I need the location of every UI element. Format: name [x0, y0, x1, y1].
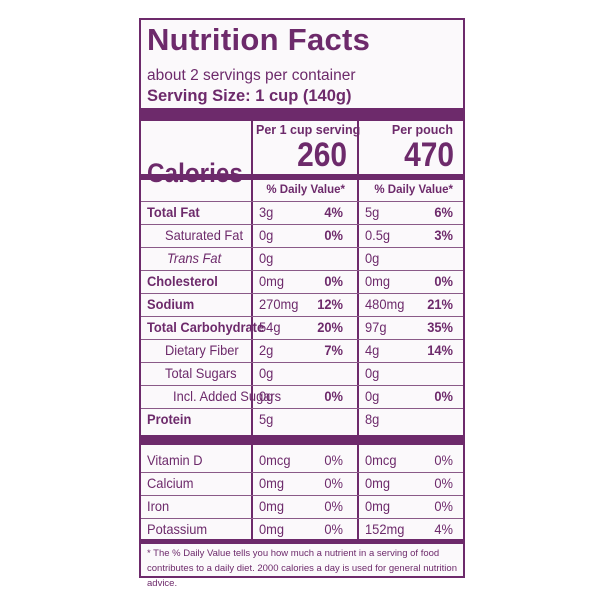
vitamin-divider [141, 435, 463, 445]
nutrient-amount-serving: 270mg [259, 296, 299, 312]
serving-size: Serving Size: 1 cup (140g) [147, 87, 352, 105]
nutrient-dv-serving: 4% [324, 204, 343, 220]
vitamin-amount-pouch: 0mcg [365, 452, 397, 468]
calories-divider [141, 174, 251, 180]
nutrient-dv-serving: 0% [324, 273, 343, 289]
row-divider [141, 270, 463, 271]
row-divider [141, 316, 463, 317]
nutrient-amount-serving: 0g [259, 388, 274, 404]
nutrient-name: Incl. Added Sugars [173, 388, 282, 404]
nutrient-amount-serving: 0g [259, 365, 274, 381]
row-divider [141, 339, 463, 340]
row-divider [141, 518, 463, 519]
calories-label: Calories [147, 158, 243, 188]
nutrient-amount-serving: 0mg [259, 273, 285, 289]
vitamin-name: Potassium [147, 521, 208, 537]
nutrient-name: Protein [147, 411, 192, 427]
nutrient-name: Cholesterol [147, 273, 218, 289]
calories-per-pouch: 470 [404, 136, 454, 174]
vitamin-dv-pouch: 0% [434, 498, 453, 514]
row-divider [141, 495, 463, 496]
nutrient-dv-serving: 12% [317, 296, 343, 312]
nutrient-name: Saturated Fat [165, 227, 244, 243]
nutrient-amount-serving: 3g [259, 204, 274, 220]
vitamin-name: Calcium [147, 475, 194, 491]
col-head-per-serving: Per 1 cup serving [256, 123, 361, 137]
nutrient-dv-pouch: 6% [434, 204, 453, 220]
thick-divider [141, 108, 463, 121]
footnote-divider [141, 539, 463, 544]
nutrient-amount-serving: 2g [259, 342, 274, 358]
nutrient-amount-pouch: 0g [365, 388, 380, 404]
vitamin-amount-serving: 0mg [259, 498, 285, 514]
nutrient-amount-pouch: 5g [365, 204, 380, 220]
nutrient-dv-pouch: 14% [427, 342, 453, 358]
nutrient-amount-serving: 0g [259, 250, 274, 266]
nutrient-dv-serving: 20% [317, 319, 343, 335]
nutrient-dv-pouch: 35% [427, 319, 453, 335]
col-head-per-pouch: Per pouch [391, 123, 453, 137]
nutrient-amount-pouch: 8g [365, 411, 380, 427]
nutrient-dv-serving: 0% [324, 388, 343, 404]
nutrient-dv-serving: 0% [324, 227, 343, 243]
row-divider [141, 408, 463, 409]
vitamin-name: Vitamin D [147, 452, 203, 468]
vitamin-amount-pouch: 152mg [365, 521, 405, 537]
nutrient-dv-pouch: 21% [427, 296, 453, 312]
daily-value-header-pouch: % Daily Value* [374, 184, 453, 196]
nutrient-amount-pouch: 0mg [365, 273, 391, 289]
vitamin-amount-serving: 0mg [259, 521, 285, 537]
nutrient-dv-serving: 7% [324, 342, 343, 358]
nutrient-amount-pouch: 97g [365, 319, 387, 335]
vitamin-dv-serving: 0% [324, 521, 343, 537]
row-divider [141, 293, 463, 294]
nutrient-dv-pouch: 0% [434, 273, 453, 289]
nutrient-amount-pouch: 0g [365, 365, 380, 381]
vitamin-dv-pouch: 4% [434, 521, 453, 537]
servings-per-container: about 2 servings per container [147, 67, 356, 84]
vitamin-amount-serving: 0mcg [259, 452, 291, 468]
nutrient-name: Total Sugars [165, 365, 237, 381]
nutrient-amount-pouch: 480mg [365, 296, 405, 312]
nutrient-amount-pouch: 0.5g [365, 227, 391, 243]
vitamin-amount-pouch: 0mg [365, 475, 391, 491]
nutrient-name: Sodium [147, 296, 195, 312]
vitamin-name: Iron [147, 498, 170, 514]
nutrient-amount-pouch: 4g [365, 342, 380, 358]
nutrient-name: Total Fat [147, 204, 200, 220]
vitamin-amount-serving: 0mg [259, 475, 285, 491]
row-divider [141, 201, 463, 202]
calories-per-serving: 260 [297, 136, 347, 174]
nutrient-amount-serving: 0g [259, 227, 274, 243]
nutrient-name: Total Carbohydrate [147, 319, 265, 335]
column-divider-1 [251, 120, 253, 539]
nutrient-amount-pouch: 0g [365, 250, 380, 266]
vitamin-amount-pouch: 0mg [365, 498, 391, 514]
vitamin-dv-serving: 0% [324, 498, 343, 514]
nutrient-amount-serving: 5g [259, 411, 274, 427]
vitamin-dv-serving: 0% [324, 452, 343, 468]
nutrient-dv-pouch: 0% [434, 388, 453, 404]
row-divider [141, 224, 463, 225]
row-divider [141, 362, 463, 363]
column-divider-2 [357, 120, 359, 539]
footnote: * The % Daily Value tells you how much a… [147, 548, 457, 589]
nutrient-name: Dietary Fiber [165, 342, 239, 358]
vitamin-dv-pouch: 0% [434, 452, 453, 468]
nutrition-facts-title: Nutrition Facts [147, 22, 371, 57]
row-divider [141, 385, 463, 386]
nutrient-amount-serving: 54g [259, 319, 281, 335]
daily-value-header-serving: % Daily Value* [266, 184, 345, 196]
vitamin-dv-pouch: 0% [434, 475, 453, 491]
vitamin-dv-serving: 0% [324, 475, 343, 491]
row-divider [141, 247, 463, 248]
nutrient-name: Trans Fat [167, 250, 222, 266]
nutrition-facts-panel: Nutrition Facts about 2 servings per con… [139, 18, 465, 589]
row-divider [141, 472, 463, 473]
nutrient-dv-pouch: 3% [434, 227, 453, 243]
